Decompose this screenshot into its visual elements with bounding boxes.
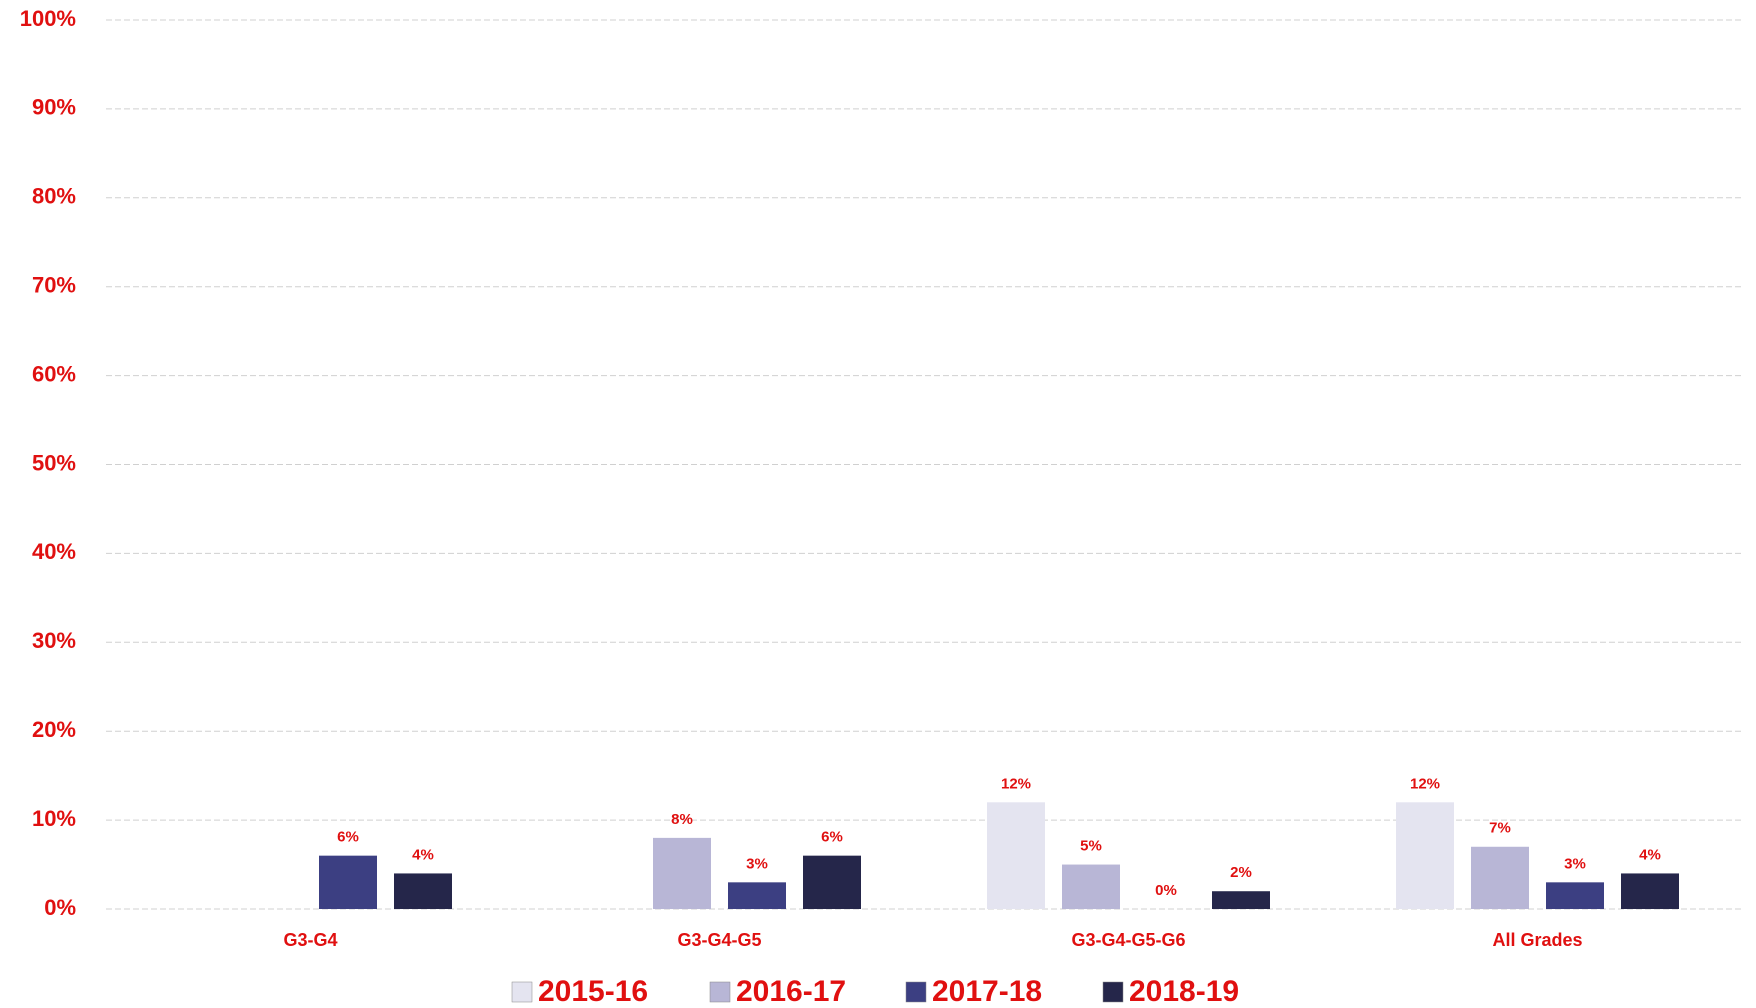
bar [1396,802,1454,909]
bar [1621,873,1679,909]
bar [1471,846,1529,909]
data-label: 3% [746,855,768,872]
y-tick-label: 20% [32,717,76,742]
data-label: 12% [1410,775,1440,792]
bar [728,882,786,909]
y-tick-label: 40% [32,539,76,564]
data-label: 6% [337,829,359,846]
y-tick-label: 70% [32,273,76,298]
data-label: 0% [1155,882,1177,899]
bar [1546,882,1604,909]
y-tick-label: 60% [32,361,76,386]
data-label: 8% [671,811,693,828]
bar [394,873,452,909]
bar [319,855,377,909]
bar [1212,891,1270,909]
legend-swatch [905,981,927,1003]
legend-label: 2017-18 [932,975,1042,1008]
y-tick-label: 50% [32,450,76,475]
bar [1062,864,1120,909]
y-tick-label: 0% [44,895,76,920]
y-tick-label: 100% [20,6,76,31]
data-label: 12% [1001,775,1031,792]
legend-label: 2016-17 [736,975,846,1008]
bar [653,837,711,909]
data-label: 6% [821,829,843,846]
y-tick-label: 10% [32,806,76,831]
x-tick-label: G3-G4-G5-G6 [1071,930,1185,950]
bar [987,802,1045,909]
y-tick-label: 90% [32,95,76,120]
data-label: 7% [1489,820,1511,837]
y-tick-label: 80% [32,184,76,209]
data-label: 4% [412,846,434,863]
bar [803,855,861,909]
x-tick-label: G3-G4-G5 [677,930,761,950]
data-label: 4% [1639,846,1661,863]
legend-label: 2015-16 [538,975,648,1008]
x-tick-label: All Grades [1492,930,1582,950]
data-label: 5% [1080,838,1102,855]
legend-label: 2018-19 [1129,975,1239,1008]
legend-swatch [1102,981,1124,1003]
legend-swatch [709,981,731,1003]
legend-swatch [511,981,533,1003]
data-label: 3% [1564,855,1586,872]
data-label: 2% [1230,864,1252,881]
y-tick-label: 30% [32,628,76,653]
x-tick-label: G3-G4 [283,930,337,950]
